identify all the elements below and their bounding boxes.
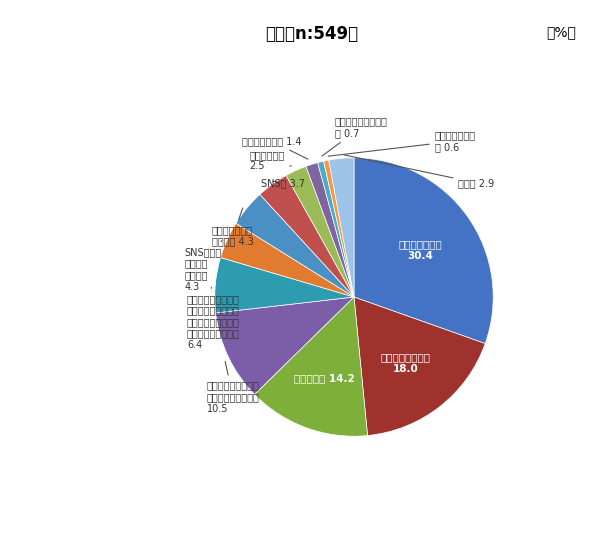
Text: 同じ会社や職場
30.4: 同じ会社や職場 30.4: [398, 240, 442, 261]
Text: イベントやパー
ティーで 4.3: イベントやパー ティーで 4.3: [212, 208, 254, 246]
Wedge shape: [215, 257, 354, 313]
Wedge shape: [317, 161, 354, 297]
Text: その他 2.9: その他 2.9: [344, 155, 494, 188]
Wedge shape: [260, 175, 354, 297]
Text: サークルや趣味・習
い事の活動を通じて
10.5: サークルや趣味・習 い事の活動を通じて 10.5: [206, 361, 259, 414]
Wedge shape: [236, 194, 354, 297]
Text: SNS以外の
インター
ネットで
4.3: SNS以外の インター ネットで 4.3: [185, 240, 222, 292]
Wedge shape: [306, 163, 354, 297]
Text: SNSで 3.7: SNSで 3.7: [261, 178, 305, 188]
Text: （%）: （%）: [546, 25, 576, 39]
Text: 街中や旅先で
2.5: 街中や旅先で 2.5: [249, 150, 292, 172]
Wedge shape: [221, 223, 354, 297]
Wedge shape: [354, 158, 493, 344]
Text: 幼なじみ・近所 1.4: 幼なじみ・近所 1.4: [242, 136, 308, 159]
Wedge shape: [254, 297, 368, 436]
Wedge shape: [286, 166, 354, 297]
Text: 同じ会社や職場では
ないが，二人もしく
はどちらかの仕事や
アルバイトを通じて
6.4: 同じ会社や職場では ないが，二人もしく はどちらかの仕事や アルバイトを通じて …: [187, 288, 240, 350]
Text: 家族や親戚の紹
介 0.6: 家族や親戚の紹 介 0.6: [328, 130, 476, 156]
Text: 友人の紹介 14.2: 友人の紹介 14.2: [294, 373, 355, 383]
Wedge shape: [216, 297, 354, 394]
Text: 同じ学校やクラス
18.0: 同じ学校やクラス 18.0: [380, 352, 430, 373]
Wedge shape: [354, 297, 485, 436]
Wedge shape: [323, 160, 354, 297]
Text: お見合いや結婚相談
所 0.7: お見合いや結婚相談 所 0.7: [322, 117, 388, 156]
Wedge shape: [329, 158, 354, 297]
Text: 女性（n:549）: 女性（n:549）: [265, 25, 359, 43]
